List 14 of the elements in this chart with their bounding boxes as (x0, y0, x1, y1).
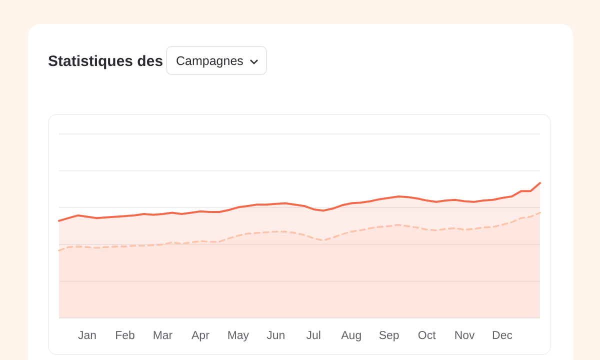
chart-subtitle: Campagnes (176, 54, 244, 68)
chart-title: Statistiques des (48, 53, 164, 70)
x-tick-label: Jul (306, 330, 321, 342)
x-tick-label: Oct (418, 330, 437, 342)
x-tick-label: Jun (266, 330, 286, 342)
x-tick-label: Mar (152, 330, 173, 342)
x-tick-label: Dec (492, 330, 513, 342)
x-tick-label: Aug (341, 330, 362, 342)
x-tick-label: Apr (192, 330, 210, 342)
x-tick-label: Sep (378, 330, 400, 342)
x-tick-label: May (227, 330, 250, 342)
x-tick-label: Jan (78, 330, 97, 342)
x-tick-label: Feb (115, 330, 135, 342)
x-tick-label: Nov (454, 330, 476, 342)
